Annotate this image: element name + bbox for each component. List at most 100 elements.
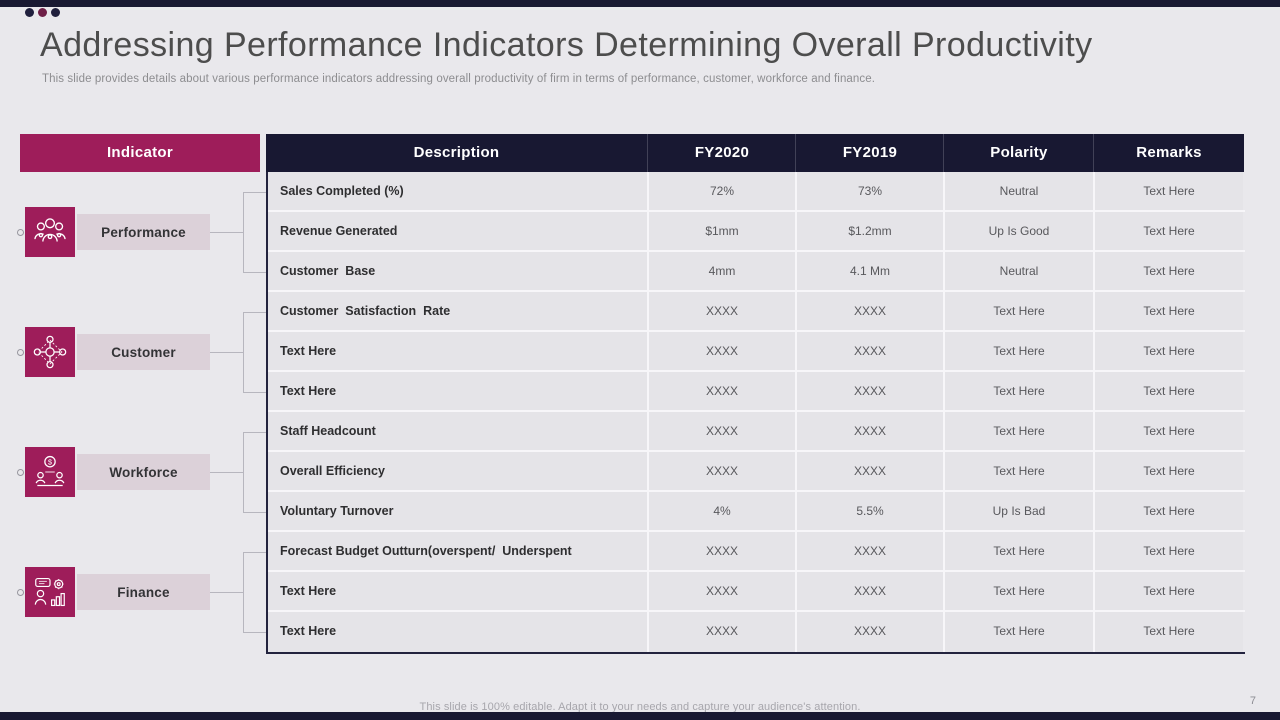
remarks-column-header: Remarks [1093,134,1244,172]
fy2019-cell: XXXX [795,532,943,570]
connector-line [243,272,266,273]
connector-dot [17,229,24,236]
connector-line [243,432,266,433]
table-row: Text Here XXXX XXXX Text Here Text Here [268,332,1245,372]
description-cell: Text Here [268,332,647,370]
description-cell: Text Here [268,372,647,410]
description-cell: Forecast Budget Outturn(overspent/ Under… [268,532,647,570]
fy2019-cell: 4.1 Mm [795,252,943,290]
fy2019-cell: XXXX [795,332,943,370]
polarity-cell: Text Here [943,372,1093,410]
top-accent-bar [0,0,1280,7]
fy2019-cell: XXXX [795,292,943,330]
fy2020-cell: XXXX [647,612,795,652]
description-cell: Text Here [268,612,647,652]
connector-dot [17,349,24,356]
description-cell: Sales Completed (%) [268,172,647,210]
connector-line [243,432,244,512]
table-row: Overall Efficiency XXXX XXXX Text Here Text … [268,452,1245,492]
dot-icon [25,8,34,17]
description-column-header: Description [266,134,647,172]
fy2020-cell: XXXX [647,372,795,410]
remarks-cell: Text Here [1093,332,1243,370]
finance-analyst-icon [25,567,75,617]
polarity-cell: Text Here [943,332,1093,370]
table-row: Revenue Generated $1mm $1.2mm Up Is Good Tex… [268,212,1245,252]
fy2020-cell: XXXX [647,532,795,570]
footer-note: This slide is 100% editable. Adapt it to… [419,701,861,713]
table-row: Staff Headcount XXXX XXXX Text Here Text Her… [268,412,1245,452]
description-cell: Overall Efficiency [268,452,647,490]
connector-line [243,632,266,633]
fy2020-cell: XXXX [647,292,795,330]
polarity-cell: Up Is Bad [943,492,1093,530]
fy2019-cell: 73% [795,172,943,210]
connector-line [243,192,266,193]
description-cell: Customer Base [268,252,647,290]
connector-line [243,552,266,553]
connector-line [210,472,243,473]
connector-line [210,232,243,233]
kpi-table: Indicator Description FY2020 FY2019 Pola… [17,134,1245,654]
polarity-cell: Neutral [943,172,1093,210]
workforce-money-icon: $ [25,447,75,497]
remarks-cell: Text Here [1093,412,1243,450]
decorative-dots [25,8,60,17]
connector-line [210,352,243,353]
remarks-cell: Text Here [1093,612,1243,652]
indicator-label-customer: Customer [77,334,210,370]
connector-line [243,392,266,393]
connector-line [243,552,244,632]
remarks-cell: Text Here [1093,292,1243,330]
table-row: Customer Base 4mm 4.1 Mm Neutral Text Here [268,252,1245,292]
page-title: Addressing Performance Indicators Determ… [40,26,1093,64]
table-row: Sales Completed (%) 72% 73% Neutral Text Her… [268,172,1245,212]
bottom-accent-bar [0,712,1280,720]
indicator-group-finance: Finance [17,134,266,654]
indicator-group-performance: Performance [17,134,266,654]
polarity-cell: Neutral [943,252,1093,290]
description-cell: Staff Headcount [268,412,647,450]
polarity-cell: Text Here [943,532,1093,570]
fy2019-cell: XXXX [795,452,943,490]
indicator-column-header: Indicator [20,134,260,172]
connector-line [210,592,243,593]
connector-dot [17,589,24,596]
connector-line [243,312,266,313]
remarks-cell: Text Here [1093,492,1243,530]
team-people-icon [25,207,75,257]
remarks-cell: Text Here [1093,452,1243,490]
indicator-label-performance: Performance [77,214,210,250]
description-cell: Text Here [268,572,647,610]
connector-dot [17,469,24,476]
table-row: Text Here XXXX XXXX Text Here Text Here [268,572,1245,612]
indicator-group-workforce: $ Workforce [17,134,266,654]
remarks-cell: Text Here [1093,252,1243,290]
remarks-cell: Text Here [1093,172,1243,210]
fy2019-cell: 5.5% [795,492,943,530]
indicator-group-customer: Customer [17,134,266,654]
remarks-cell: Text Here [1093,212,1243,250]
description-cell: Revenue Generated [268,212,647,250]
fy2020-cell: 4mm [647,252,795,290]
connector-line [243,512,266,513]
table-row: Customer Satisfaction Rate XXXX XXXX Text H… [268,292,1245,332]
polarity-column-header: Polarity [943,134,1094,172]
connector-line [243,312,244,392]
polarity-cell: Text Here [943,612,1093,652]
fy2019-cell: $1.2mm [795,212,943,250]
fy2020-cell: 72% [647,172,795,210]
fy2019-column-header: FY2019 [795,134,944,172]
dot-icon [51,8,60,17]
polarity-cell: Text Here [943,412,1093,450]
polarity-cell: Up Is Good [943,212,1093,250]
dot-icon [38,8,47,17]
fy2020-cell: XXXX [647,572,795,610]
fy2019-cell: XXXX [795,372,943,410]
svg-text:$: $ [48,458,52,466]
description-cell: Voluntary Turnover [268,492,647,530]
table-row: Text Here XXXX XXXX Text Here Text Here [268,612,1245,652]
fy2020-cell: 4% [647,492,795,530]
polarity-cell: Text Here [943,292,1093,330]
fy2019-cell: XXXX [795,412,943,450]
